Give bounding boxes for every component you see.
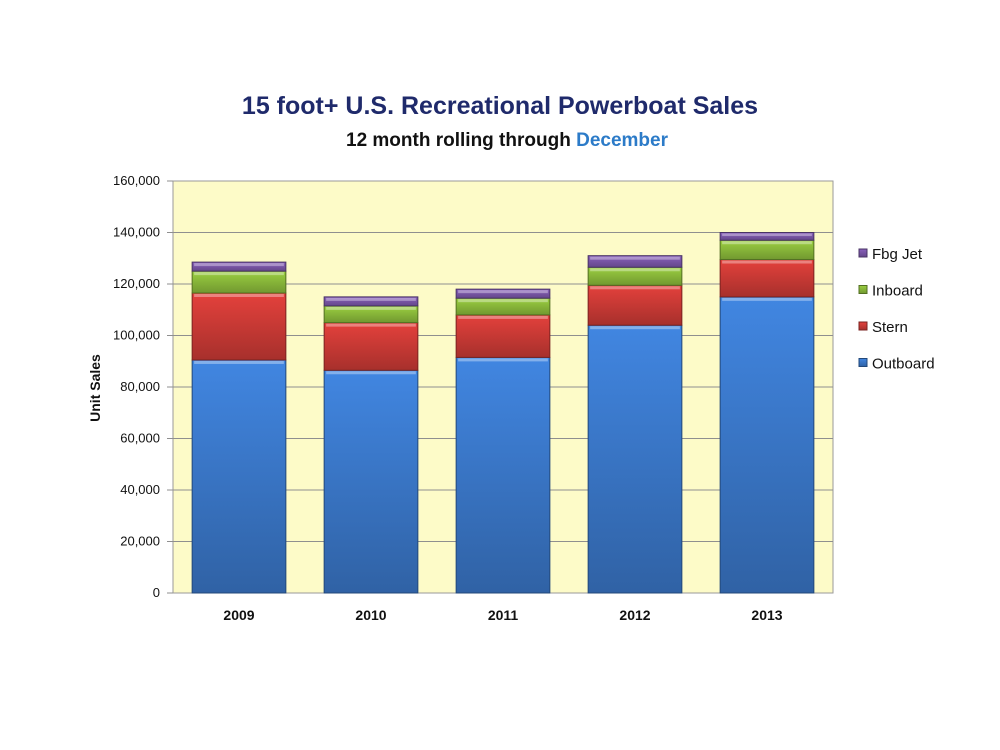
bar-highlight xyxy=(722,297,812,301)
bar-stern-2010 xyxy=(323,322,419,371)
subtitle-prefix: 12 month rolling through xyxy=(346,130,571,151)
bar-highlight xyxy=(722,260,812,264)
y-tick-label: 140,000 xyxy=(113,225,160,240)
chart-subtitle: 12 month rolling through December xyxy=(0,130,1000,152)
bar-highlight xyxy=(590,268,680,272)
bar-highlight xyxy=(590,326,680,330)
legend-label-stern: Stern xyxy=(872,319,908,336)
bar-outboard-2010 xyxy=(323,369,419,594)
bar-highlight xyxy=(326,297,416,301)
chart-title: 15 foot+ U.S. Recreational Powerboat Sal… xyxy=(241,92,759,120)
bar-highlight xyxy=(326,323,416,327)
legend-label-inboard: Inboard xyxy=(872,283,923,300)
legend-swatch-inboard xyxy=(858,285,868,294)
legend-label-outboard: Outboard xyxy=(872,356,935,373)
legend-swatch-fbg-jet xyxy=(858,248,868,258)
bar-fbg-jet-2011 xyxy=(455,288,551,299)
bar-fbg-jet-2012 xyxy=(587,255,683,268)
bar-highlight xyxy=(458,358,548,362)
y-tick-label: 40,000 xyxy=(120,482,160,497)
bar-highlight xyxy=(194,272,284,276)
y-tick-label: 120,000 xyxy=(113,276,160,291)
bar-highlight xyxy=(194,360,284,364)
bar-highlight xyxy=(458,315,548,319)
bar-outboard-2013 xyxy=(719,296,815,594)
bar-outboard-2012 xyxy=(587,324,683,594)
bar-highlight xyxy=(194,263,284,267)
y-tick-label: 80,000 xyxy=(120,379,160,394)
y-tick-label: 60,000 xyxy=(120,431,160,446)
bar-highlight xyxy=(590,256,680,260)
subtitle-highlight: December xyxy=(576,130,668,151)
y-tick-label: 100,000 xyxy=(113,328,160,343)
bar-highlight xyxy=(722,233,812,237)
x-tick-label: 2013 xyxy=(751,607,782,623)
bar-fbg-jet-2009 xyxy=(191,261,287,272)
bar-highlight xyxy=(590,286,680,290)
bar-highlight xyxy=(458,299,548,303)
bar-outboard-2011 xyxy=(455,356,551,594)
bar-outboard-2009 xyxy=(191,359,287,594)
y-axis-label: Unit Sales xyxy=(87,354,103,422)
bar-highlight xyxy=(326,306,416,310)
bar-highlight xyxy=(326,371,416,375)
x-tick-label: 2009 xyxy=(223,607,254,623)
bar-stern-2009 xyxy=(191,292,287,361)
y-tick-label: 0 xyxy=(153,585,160,600)
y-tick-label: 160,000 xyxy=(113,173,160,188)
x-tick-label: 2010 xyxy=(355,607,386,623)
bar-stern-2011 xyxy=(455,314,551,358)
x-tick-label: 2011 xyxy=(488,607,519,623)
x-tick-label: 2012 xyxy=(619,607,650,623)
bar-highlight xyxy=(722,241,812,245)
legend-label-fbg-jet: Fbg Jet xyxy=(872,246,923,263)
bar-highlight xyxy=(194,294,284,298)
legend-swatch-outboard xyxy=(858,358,868,367)
bar-fbg-jet-2013 xyxy=(719,232,815,241)
bar-fbg-jet-2010 xyxy=(323,296,419,307)
bar-stern-2013 xyxy=(719,259,815,298)
y-tick-label: 20,000 xyxy=(120,534,160,549)
bar-stern-2012 xyxy=(587,284,683,326)
bar-highlight xyxy=(458,290,548,294)
legend-swatch-stern xyxy=(858,321,868,331)
